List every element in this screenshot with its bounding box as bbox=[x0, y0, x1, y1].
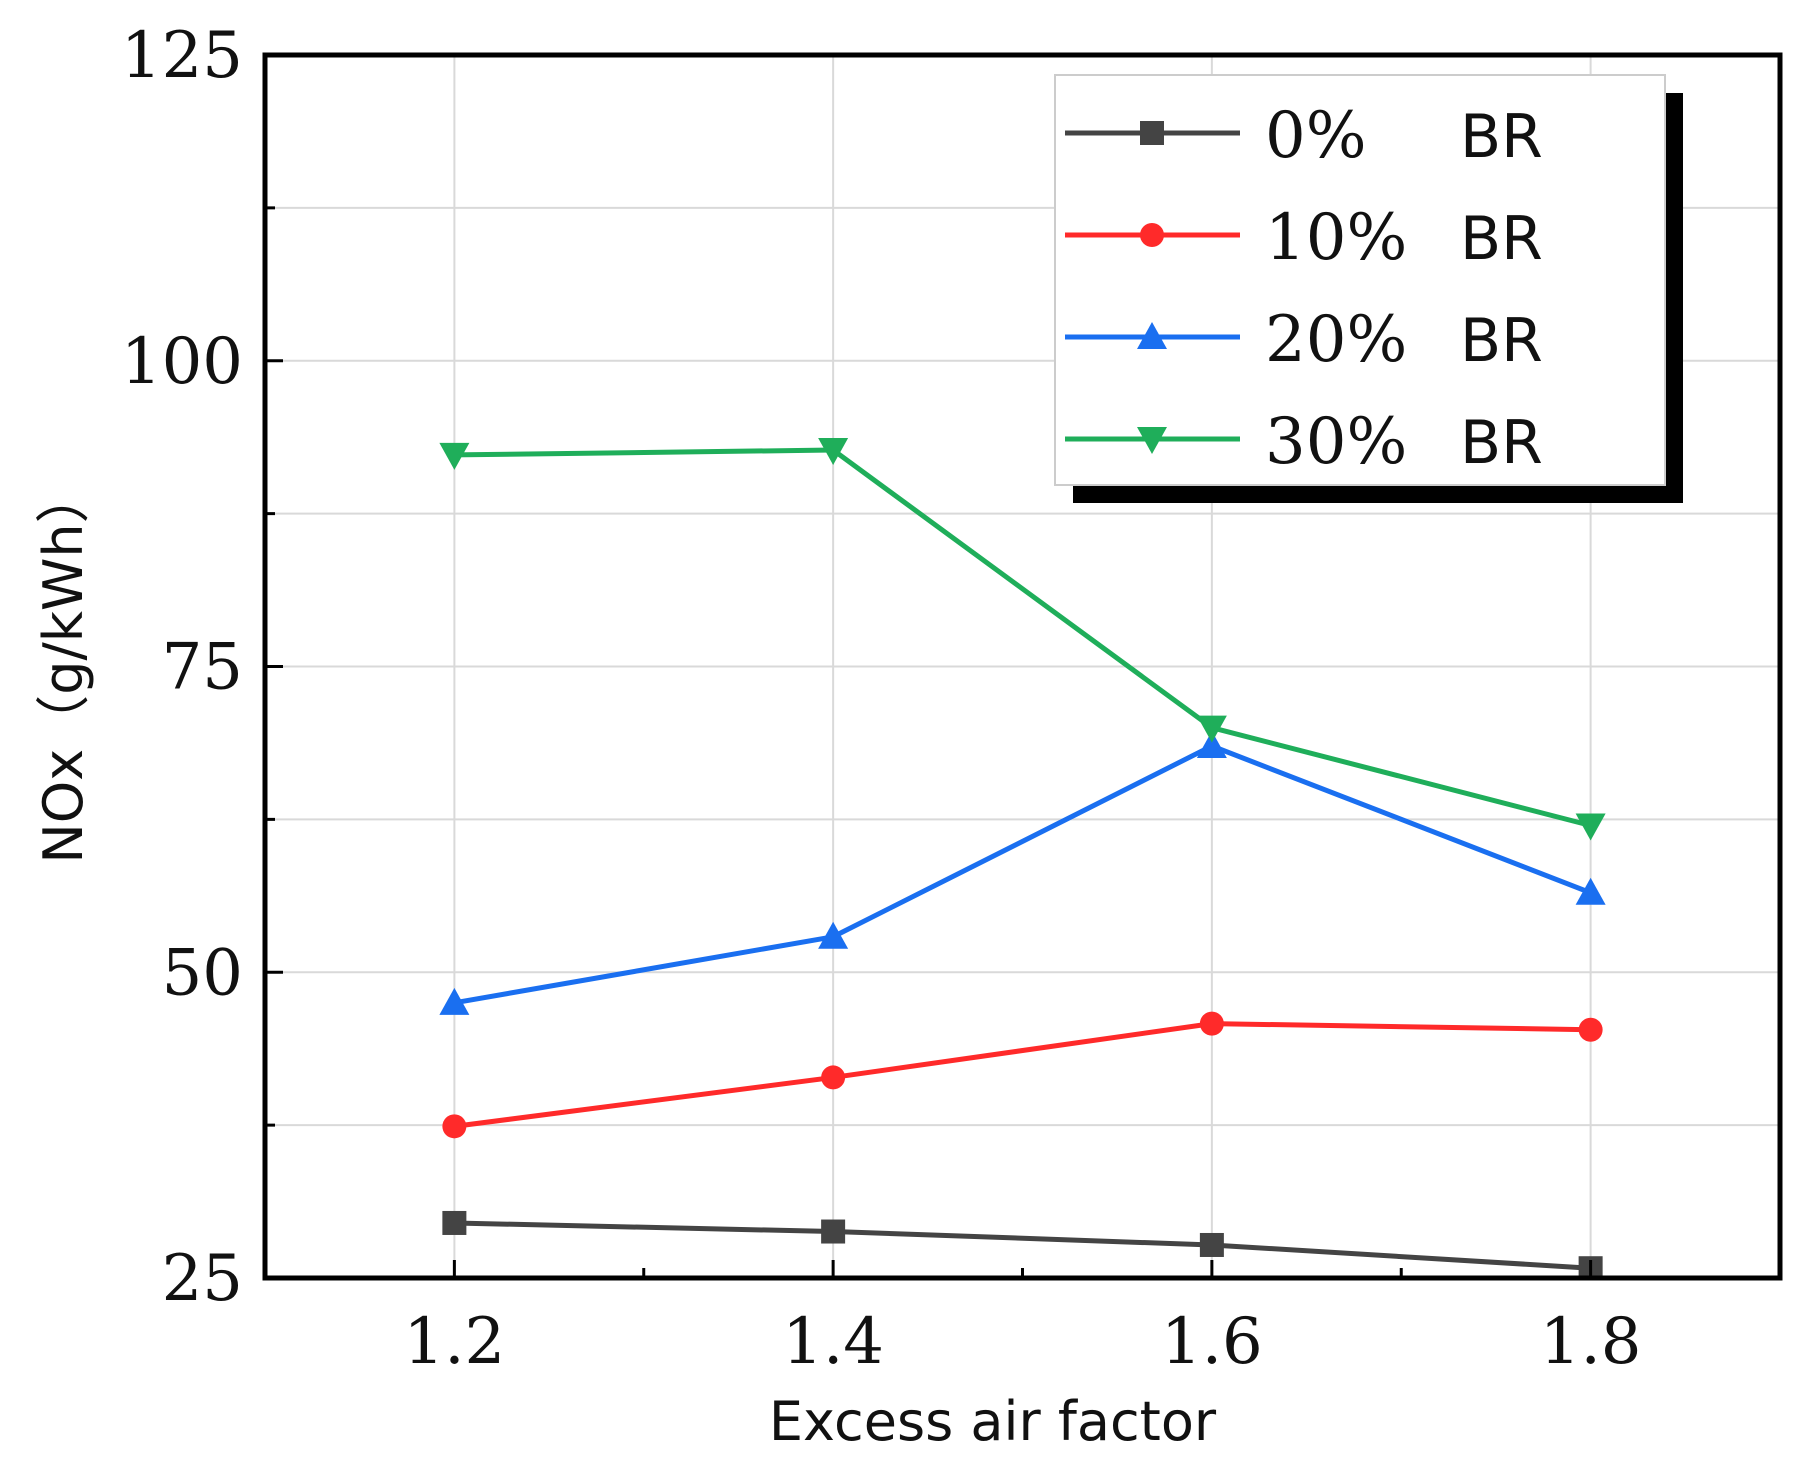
legend-item: 30% BR bbox=[1065, 405, 1543, 479]
data-point bbox=[1196, 730, 1227, 758]
y-tick-label: 100 bbox=[121, 325, 243, 399]
legend-item: 0% BR bbox=[1065, 99, 1543, 173]
series-line-2 bbox=[453, 743, 1592, 1006]
legend-label: 10% bbox=[1265, 201, 1407, 275]
data-point bbox=[1199, 1232, 1224, 1257]
y-axis-ticks: 25 50 75 100 125 bbox=[121, 19, 283, 1316]
data-point bbox=[1575, 877, 1606, 905]
data-point bbox=[821, 1219, 846, 1244]
legend-swatch-marker bbox=[1137, 427, 1167, 454]
y-tick-label: 75 bbox=[162, 631, 243, 705]
y-tick-label: 25 bbox=[162, 1242, 243, 1316]
x-tick-label: 1.6 bbox=[1161, 1305, 1263, 1379]
legend-label-suffix: BR bbox=[1460, 306, 1543, 376]
series-line-3 bbox=[454, 447, 1592, 828]
series-1 bbox=[442, 1011, 1603, 1139]
data-point bbox=[1196, 715, 1227, 743]
legend-swatch-marker bbox=[1140, 121, 1164, 145]
x-tick-label: 1.4 bbox=[782, 1305, 884, 1379]
series-line-0 bbox=[454, 1220, 1591, 1271]
y-tick-label: 125 bbox=[121, 19, 243, 93]
data-point bbox=[1575, 813, 1606, 841]
x-axis-ticks: 1.2 1.4 1.6 1.8 bbox=[403, 1260, 1642, 1379]
x-tick-label: 1.2 bbox=[403, 1305, 505, 1379]
x-axis-title: Excess air factor bbox=[769, 1390, 1217, 1453]
data-point bbox=[442, 1210, 467, 1235]
legend-label-suffix: BR bbox=[1460, 408, 1543, 478]
data-point bbox=[439, 442, 470, 470]
grid-lines bbox=[265, 55, 1780, 1278]
series-2 bbox=[439, 730, 1606, 1015]
legend-label-suffix: BR bbox=[1460, 102, 1543, 172]
y-tick-label: 50 bbox=[162, 936, 243, 1010]
data-point bbox=[439, 987, 470, 1015]
data-point bbox=[442, 1114, 467, 1139]
legend-swatch-marker bbox=[1137, 322, 1167, 349]
legend-swatch-marker bbox=[1140, 223, 1164, 247]
legend-item: 10% BR bbox=[1065, 201, 1543, 275]
y-axis-title: NOx（g/kWh） bbox=[32, 469, 95, 863]
legend-label: 30% bbox=[1265, 405, 1407, 479]
legend-label: 20% bbox=[1265, 303, 1407, 377]
data-point bbox=[818, 921, 849, 949]
data-point bbox=[818, 438, 849, 466]
series-line-1 bbox=[454, 1021, 1591, 1129]
series-3 bbox=[439, 438, 1606, 841]
data-point bbox=[1199, 1011, 1224, 1036]
x-tick-label: 1.8 bbox=[1540, 1305, 1642, 1379]
legend-item: 20% BR bbox=[1065, 303, 1543, 377]
legend-label: 0% bbox=[1265, 99, 1367, 173]
data-point bbox=[821, 1065, 846, 1090]
series-0 bbox=[442, 1210, 1603, 1281]
legend-label-suffix: BR bbox=[1460, 204, 1543, 274]
legend: 0% BR 10% BR 20% BR 30% BR bbox=[1054, 74, 1683, 503]
series-layer bbox=[439, 438, 1606, 1281]
data-point bbox=[1578, 1017, 1603, 1042]
